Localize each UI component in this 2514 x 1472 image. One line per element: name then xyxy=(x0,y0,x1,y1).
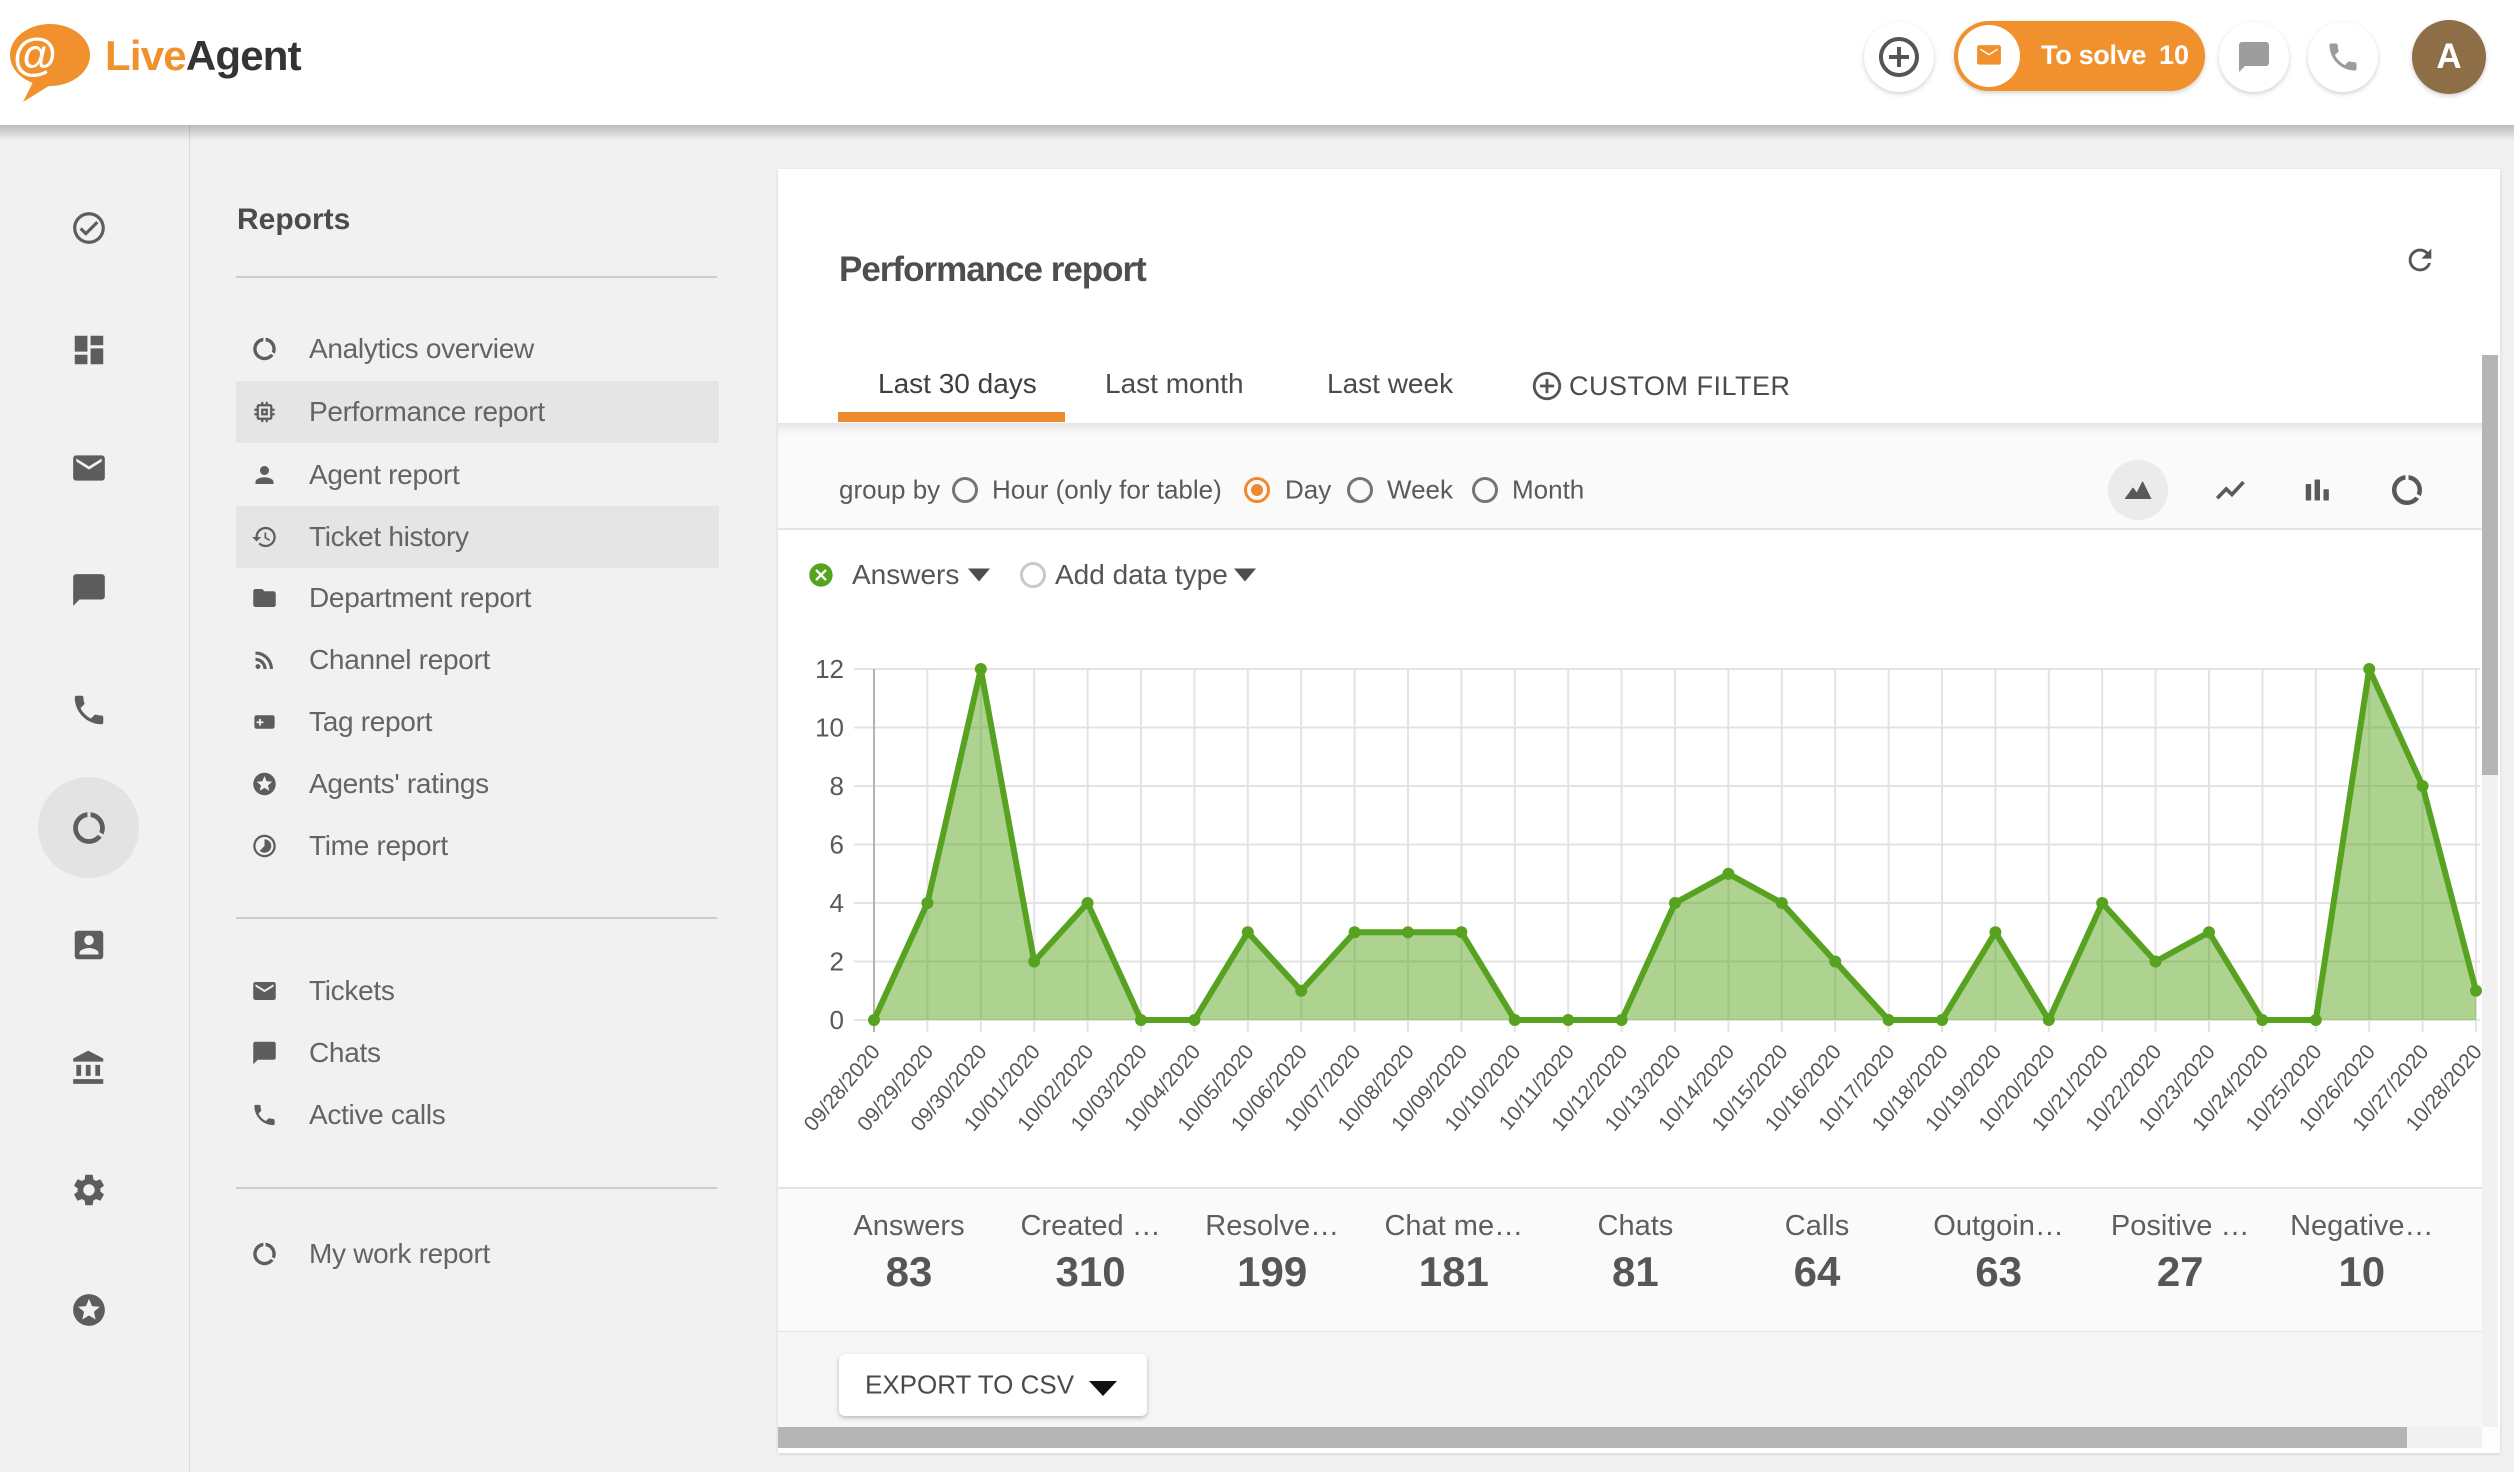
svg-text:0: 0 xyxy=(830,1005,844,1035)
svg-text:8: 8 xyxy=(830,771,844,801)
svg-text:2: 2 xyxy=(830,947,844,977)
svg-text:@: @ xyxy=(13,29,57,80)
svg-text:10: 10 xyxy=(815,713,844,743)
svg-text:6: 6 xyxy=(830,830,844,860)
svg-text:12: 12 xyxy=(815,654,844,684)
svg-text:4: 4 xyxy=(830,888,844,918)
